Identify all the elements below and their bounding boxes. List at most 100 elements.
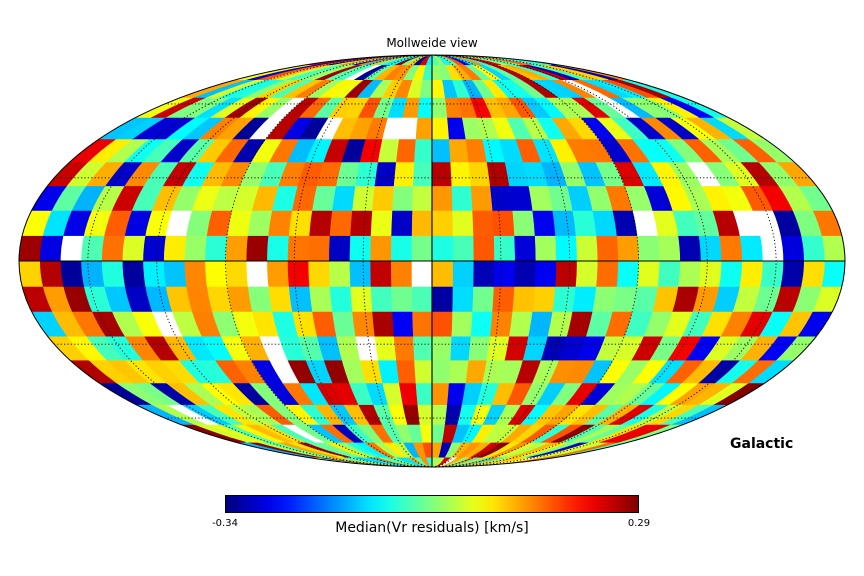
map-pixel — [431, 335, 452, 361]
map-pixel — [821, 235, 845, 262]
map-pixel — [513, 235, 536, 262]
map-pixel — [225, 260, 248, 287]
map-pixel — [351, 311, 375, 337]
map-pixel — [431, 138, 451, 163]
map-pixel — [452, 260, 474, 287]
map-pixel — [431, 235, 453, 262]
map-pixel — [431, 311, 453, 337]
map-pixel — [225, 235, 248, 262]
map-pixel — [657, 260, 681, 287]
map-pixel — [19, 260, 43, 287]
map-pixel — [489, 311, 513, 337]
map-pixel — [554, 235, 577, 262]
map-pixel — [471, 286, 494, 312]
map-pixel — [245, 260, 269, 287]
map-pixel — [413, 138, 433, 163]
map-pixel — [470, 185, 493, 211]
map-pixel — [467, 335, 491, 361]
map-pixel — [551, 210, 576, 236]
map-pixel — [307, 260, 330, 287]
map-pixel — [450, 185, 473, 211]
map-pixel — [471, 210, 494, 236]
map-pixel — [411, 235, 433, 262]
map-pixel — [266, 260, 289, 287]
map-pixel — [390, 260, 412, 287]
map-pixel — [448, 138, 469, 163]
map-pixel — [575, 235, 598, 262]
map-pixel — [513, 260, 536, 287]
colorbar — [225, 495, 639, 513]
map-pixel — [451, 286, 474, 312]
map-pixel — [395, 359, 416, 384]
map-pixel — [412, 161, 433, 187]
map-pixel — [431, 382, 449, 405]
map-pixel — [416, 97, 433, 118]
map-pixel — [349, 260, 371, 287]
map-pixel — [412, 335, 433, 361]
map-pixel — [616, 260, 639, 287]
map-pixel — [416, 404, 433, 425]
mollweide-map — [18, 54, 846, 468]
map-pixel — [431, 404, 448, 425]
map-pixel — [800, 235, 825, 262]
map-pixel — [183, 260, 207, 287]
map-pixel — [531, 210, 556, 236]
map-pixel — [571, 286, 597, 312]
map-pixel — [373, 161, 397, 187]
map-pixel — [413, 359, 433, 384]
map-pixel — [491, 210, 515, 236]
map-outline — [18, 54, 846, 468]
map-pixel — [288, 286, 313, 312]
map-pixel — [329, 210, 353, 236]
map-pixel — [449, 161, 471, 187]
map-pixel — [328, 235, 351, 262]
map-pixel — [390, 210, 413, 236]
map-pixel — [393, 335, 415, 361]
colorbar-min-tick: -0.34 — [212, 518, 238, 529]
map-pixel — [121, 235, 146, 262]
map-pixel — [591, 286, 617, 312]
map-pixel — [329, 286, 353, 312]
map-pixel — [373, 335, 397, 361]
map-pixel — [142, 235, 166, 262]
map-pixel — [431, 286, 453, 312]
map-pixel — [393, 161, 415, 187]
map-pixel — [431, 117, 449, 140]
map-pixel — [534, 260, 557, 287]
map-pixel — [267, 286, 293, 312]
map-pixel — [390, 235, 412, 262]
map-pixel — [328, 260, 351, 287]
map-pixel — [677, 260, 701, 287]
map-pixel — [349, 235, 371, 262]
map-pixel — [267, 210, 293, 236]
map-pixel — [698, 235, 722, 262]
map-pixel — [391, 185, 414, 211]
map-pixel — [595, 235, 619, 262]
map-pixel — [371, 311, 394, 337]
map-pixel — [431, 97, 448, 118]
map-pixel — [415, 117, 433, 140]
map-pixel — [451, 210, 474, 236]
map-pixel — [739, 260, 763, 287]
map-pixel — [467, 161, 491, 187]
map-pixel — [508, 185, 533, 211]
map-pixel — [287, 235, 310, 262]
map-pixel — [591, 210, 617, 236]
map-pixel — [450, 311, 473, 337]
map-pixel — [452, 235, 474, 262]
map-pixel — [308, 286, 333, 312]
map-pixel — [101, 235, 125, 262]
map-pixel — [266, 235, 289, 262]
map-pixel — [411, 286, 433, 312]
map-pixel — [411, 260, 433, 287]
map-pixel — [491, 286, 515, 312]
map-pixel — [534, 235, 557, 262]
map-pixel — [80, 235, 105, 262]
map-pixel — [370, 286, 393, 312]
map-pixel — [449, 335, 471, 361]
map-pixel — [204, 260, 228, 287]
map-pixel — [511, 210, 535, 236]
map-pixel — [431, 185, 453, 211]
map-pixel — [718, 235, 743, 262]
map-pixel — [163, 260, 187, 287]
